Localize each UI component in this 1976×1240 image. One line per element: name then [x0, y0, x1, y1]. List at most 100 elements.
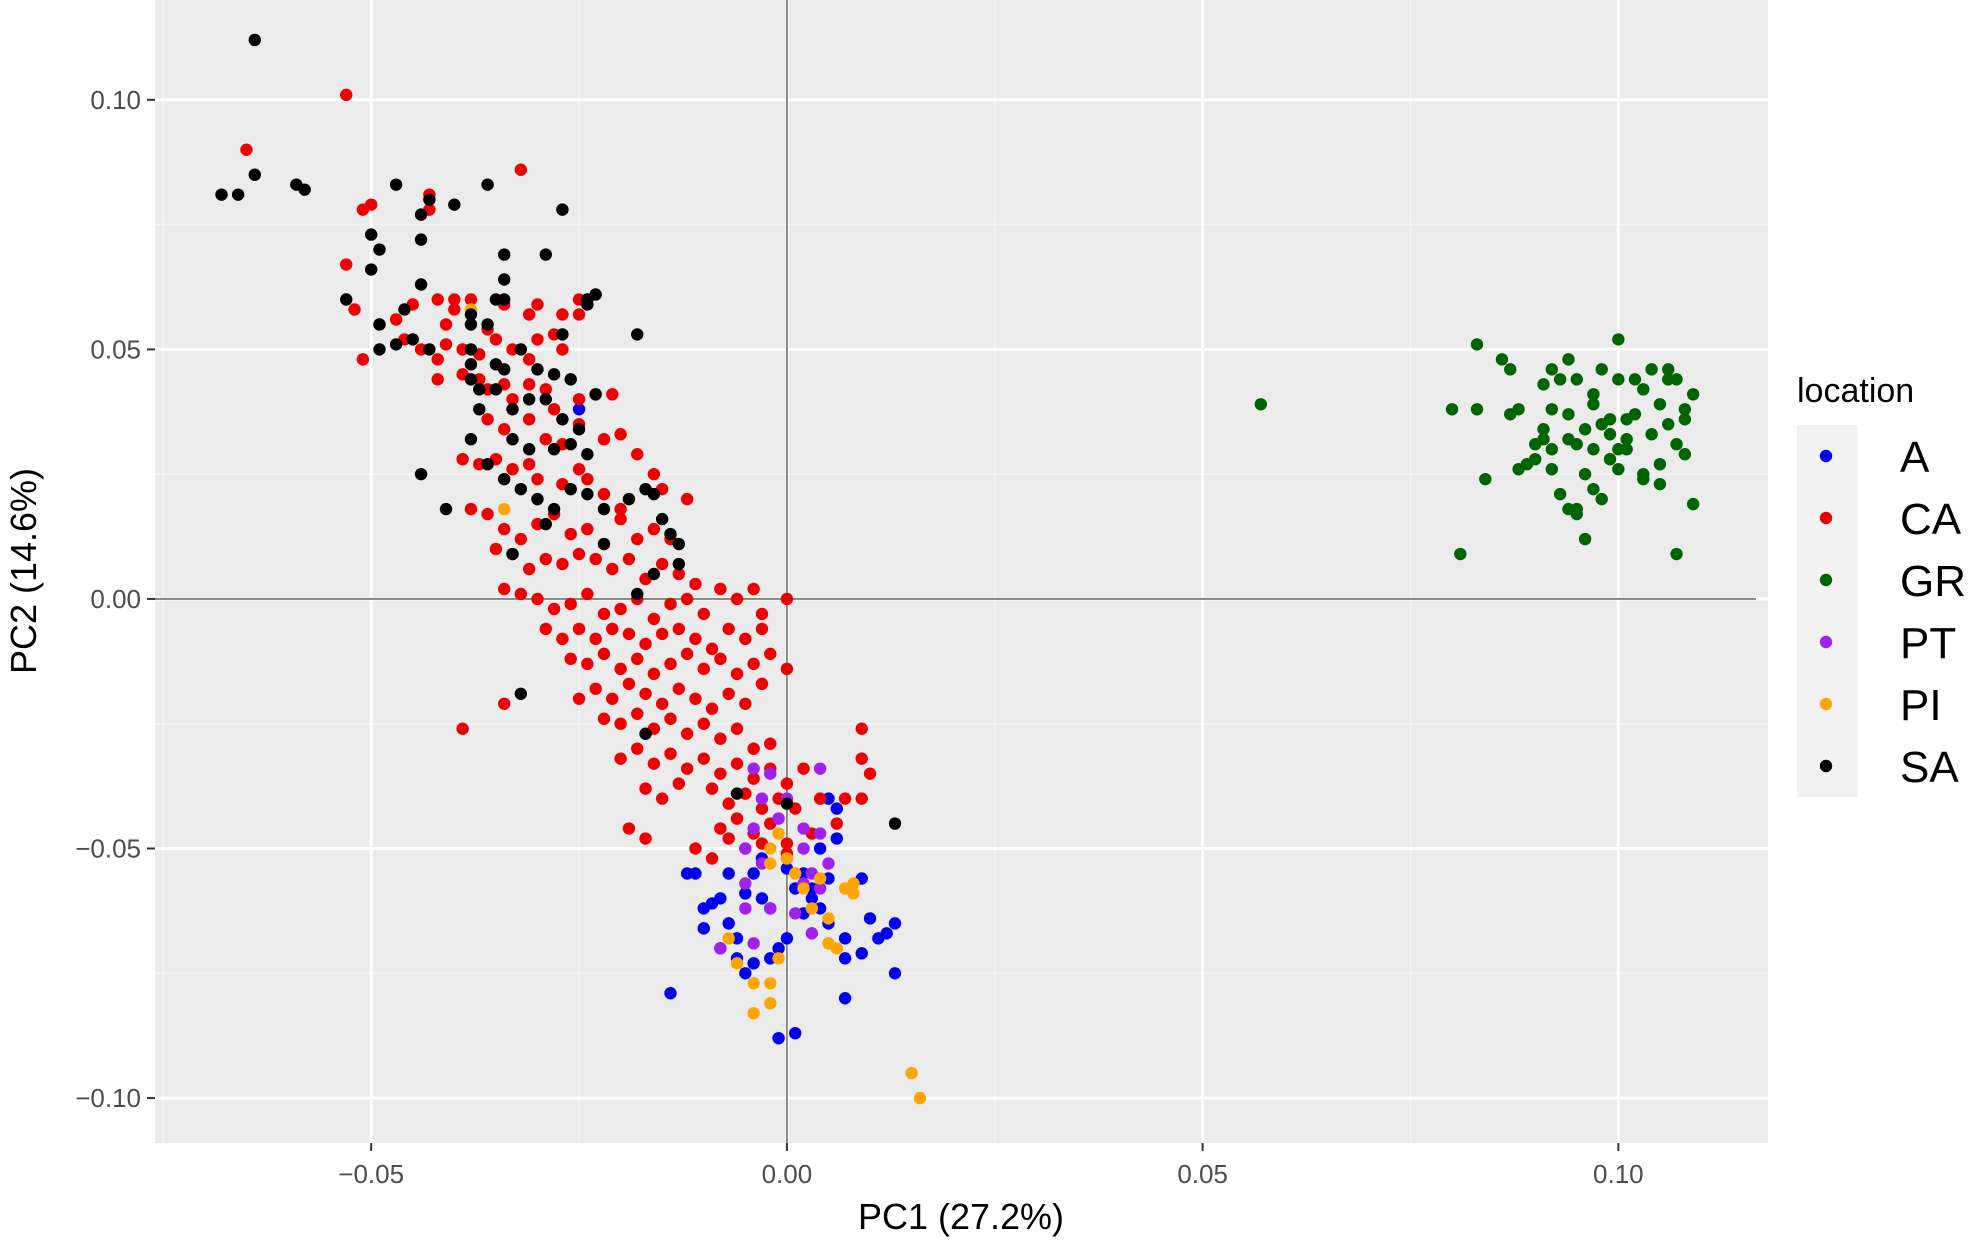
data-point	[822, 857, 835, 870]
data-point	[1595, 363, 1608, 376]
data-point	[531, 592, 544, 606]
data-point	[639, 687, 652, 700]
data-point	[464, 308, 478, 321]
data-point	[498, 582, 511, 596]
data-point	[506, 462, 519, 476]
data-point	[764, 767, 777, 780]
data-point	[830, 942, 843, 955]
data-point	[739, 967, 752, 980]
data-point	[714, 652, 727, 666]
data-point	[1637, 467, 1650, 481]
data-point	[697, 607, 710, 621]
data-point	[647, 467, 661, 481]
data-point	[522, 413, 536, 426]
data-point	[1637, 383, 1650, 396]
data-point	[797, 842, 810, 855]
series-SA	[215, 33, 902, 830]
data-point	[348, 303, 361, 316]
data-point	[414, 278, 428, 291]
data-point	[830, 817, 843, 830]
data-point	[340, 293, 353, 306]
data-point	[589, 682, 602, 695]
data-point	[697, 752, 710, 765]
data-point	[522, 562, 536, 576]
data-point	[581, 657, 594, 671]
data-point	[364, 228, 378, 241]
data-point	[772, 812, 785, 825]
data-point	[647, 612, 661, 626]
data-point	[730, 787, 744, 800]
data-point	[1587, 443, 1600, 456]
data-point	[780, 777, 794, 790]
legend-key	[1819, 635, 1833, 649]
data-point	[1595, 492, 1608, 506]
data-point	[1603, 452, 1617, 466]
data-point	[1612, 373, 1625, 386]
data-point	[772, 942, 785, 955]
data-point	[647, 567, 661, 581]
data-point	[789, 907, 802, 920]
data-point	[730, 722, 744, 735]
data-point	[838, 792, 852, 805]
data-point	[622, 492, 636, 506]
data-point	[747, 822, 760, 835]
data-point	[764, 997, 777, 1010]
data-point	[755, 802, 769, 815]
legend-key-background	[1797, 425, 1858, 797]
y-tick-label: 0.10	[90, 85, 141, 115]
legend-key	[1819, 573, 1833, 587]
data-point	[1537, 433, 1550, 446]
data-point	[581, 487, 594, 501]
data-point	[805, 927, 819, 940]
data-point	[547, 403, 561, 416]
data-point	[564, 597, 577, 611]
data-point	[1678, 448, 1692, 461]
data-point	[647, 522, 661, 536]
data-point	[464, 433, 478, 446]
plot-panel	[155, 0, 1768, 1143]
data-point	[1553, 487, 1567, 501]
data-point	[747, 762, 760, 775]
data-point	[597, 502, 611, 516]
points-layer	[215, 33, 1700, 1105]
data-point	[1445, 403, 1459, 416]
data-point	[755, 622, 769, 636]
data-point	[389, 313, 403, 326]
data-point	[498, 423, 511, 436]
data-point	[705, 642, 719, 656]
data-point	[631, 707, 644, 720]
data-point	[722, 622, 735, 636]
y-axis-title: PC2 (14.6%)	[3, 468, 44, 674]
data-point	[215, 188, 228, 201]
y-tick-label: 0.00	[90, 584, 141, 614]
data-point	[1537, 423, 1550, 436]
data-point	[664, 657, 677, 671]
data-point	[1570, 438, 1583, 451]
data-point	[531, 472, 544, 486]
data-point	[639, 832, 652, 845]
data-point	[572, 393, 586, 406]
data-point	[689, 632, 702, 646]
data-point	[797, 762, 810, 775]
data-point	[813, 882, 827, 895]
data-point	[1662, 363, 1675, 376]
data-point	[614, 662, 627, 676]
data-point	[556, 632, 569, 646]
data-point	[456, 722, 469, 735]
data-point	[730, 757, 744, 770]
series-PI	[464, 303, 927, 1105]
data-point	[780, 837, 794, 850]
data-point	[747, 977, 760, 990]
data-point	[448, 293, 461, 306]
data-point	[1587, 388, 1600, 401]
data-point	[481, 318, 494, 331]
data-point	[664, 747, 677, 760]
data-point	[631, 742, 644, 755]
legend: location A CA GR PT PI SA	[1797, 372, 1966, 797]
data-point	[539, 433, 552, 446]
data-point	[863, 767, 877, 780]
data-point	[514, 687, 528, 700]
data-point	[1562, 353, 1575, 366]
data-point	[572, 423, 586, 436]
data-point	[522, 457, 536, 471]
